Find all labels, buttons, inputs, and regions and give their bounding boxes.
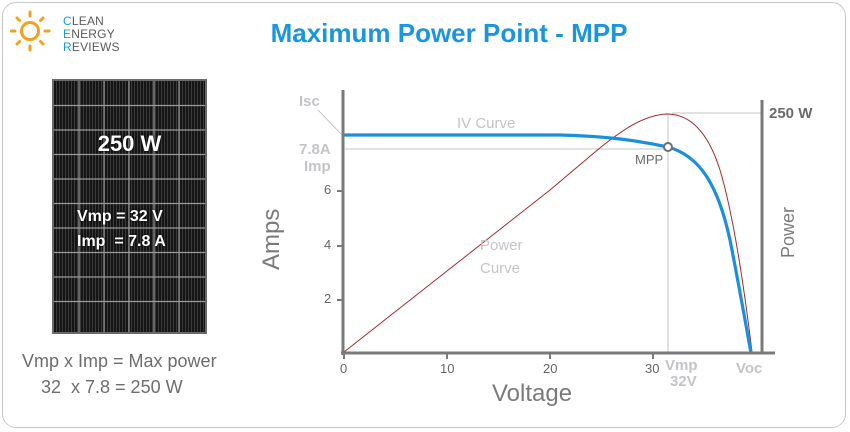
logo-letter: R: [63, 40, 72, 54]
x-tick-0: 0: [340, 361, 348, 376]
formula-line-2: 32 x 7.8 = 250 W: [41, 377, 183, 397]
x-axis-label: Voltage: [492, 380, 573, 407]
voc-label: Voc: [736, 360, 763, 377]
logo-letter: E: [63, 27, 72, 41]
mpp-marker: [663, 142, 673, 152]
mpp-label: MPP: [635, 152, 664, 167]
panel-imp: Imp = 7.8 A: [77, 233, 166, 250]
page-title: Maximum Power Point - MPP: [270, 18, 628, 48]
formula-line-1: Vmp x Imp = Max power: [22, 351, 217, 371]
isc-leader-line: [317, 109, 344, 137]
x-tick-30: 30: [645, 361, 660, 376]
x-tick-10: 10: [440, 361, 455, 376]
logo-word: LEAN: [71, 14, 105, 28]
power-axis-label: Power: [778, 206, 798, 258]
sun-icon: [9, 10, 51, 52]
solar-panel-image: 250 W Vmp = 32 V Imp = 7.8 A: [52, 79, 207, 334]
power-curve-label: Power Curve: [480, 237, 523, 277]
logo-word: EVIEWS: [71, 40, 120, 54]
y-tick-6: 6: [324, 182, 332, 197]
iv-curve-label: IV Curve: [457, 115, 516, 132]
max-power-label: 250 W: [769, 105, 813, 122]
panel-rating: 250 W: [97, 131, 162, 156]
imp-label: Imp: [304, 158, 331, 175]
logo-wordmark: CLEAN ENERGY REVIEWS: [63, 15, 120, 54]
power-curve: [343, 113, 753, 353]
logo-word: NERGY: [71, 27, 115, 41]
vmp-value-label: 32V: [670, 373, 697, 390]
panel-vmp: Vmp = 32 V: [77, 208, 163, 225]
solar-cell-grid: [54, 81, 205, 332]
clean-energy-reviews-logo: CLEAN ENERGY REVIEWS: [9, 8, 120, 54]
iv-curve: [344, 133, 753, 354]
y-tick-2: 2: [324, 291, 332, 306]
logo-letter: C: [63, 14, 72, 28]
x-tick-20: 20: [543, 361, 558, 376]
isc-label: Isc: [299, 93, 320, 110]
y-axis-label: Amps: [258, 208, 285, 270]
vmp-label: Vmp: [665, 357, 698, 374]
imp-value-label: 7.8A: [299, 141, 331, 158]
y-tick-4: 4: [324, 237, 332, 252]
